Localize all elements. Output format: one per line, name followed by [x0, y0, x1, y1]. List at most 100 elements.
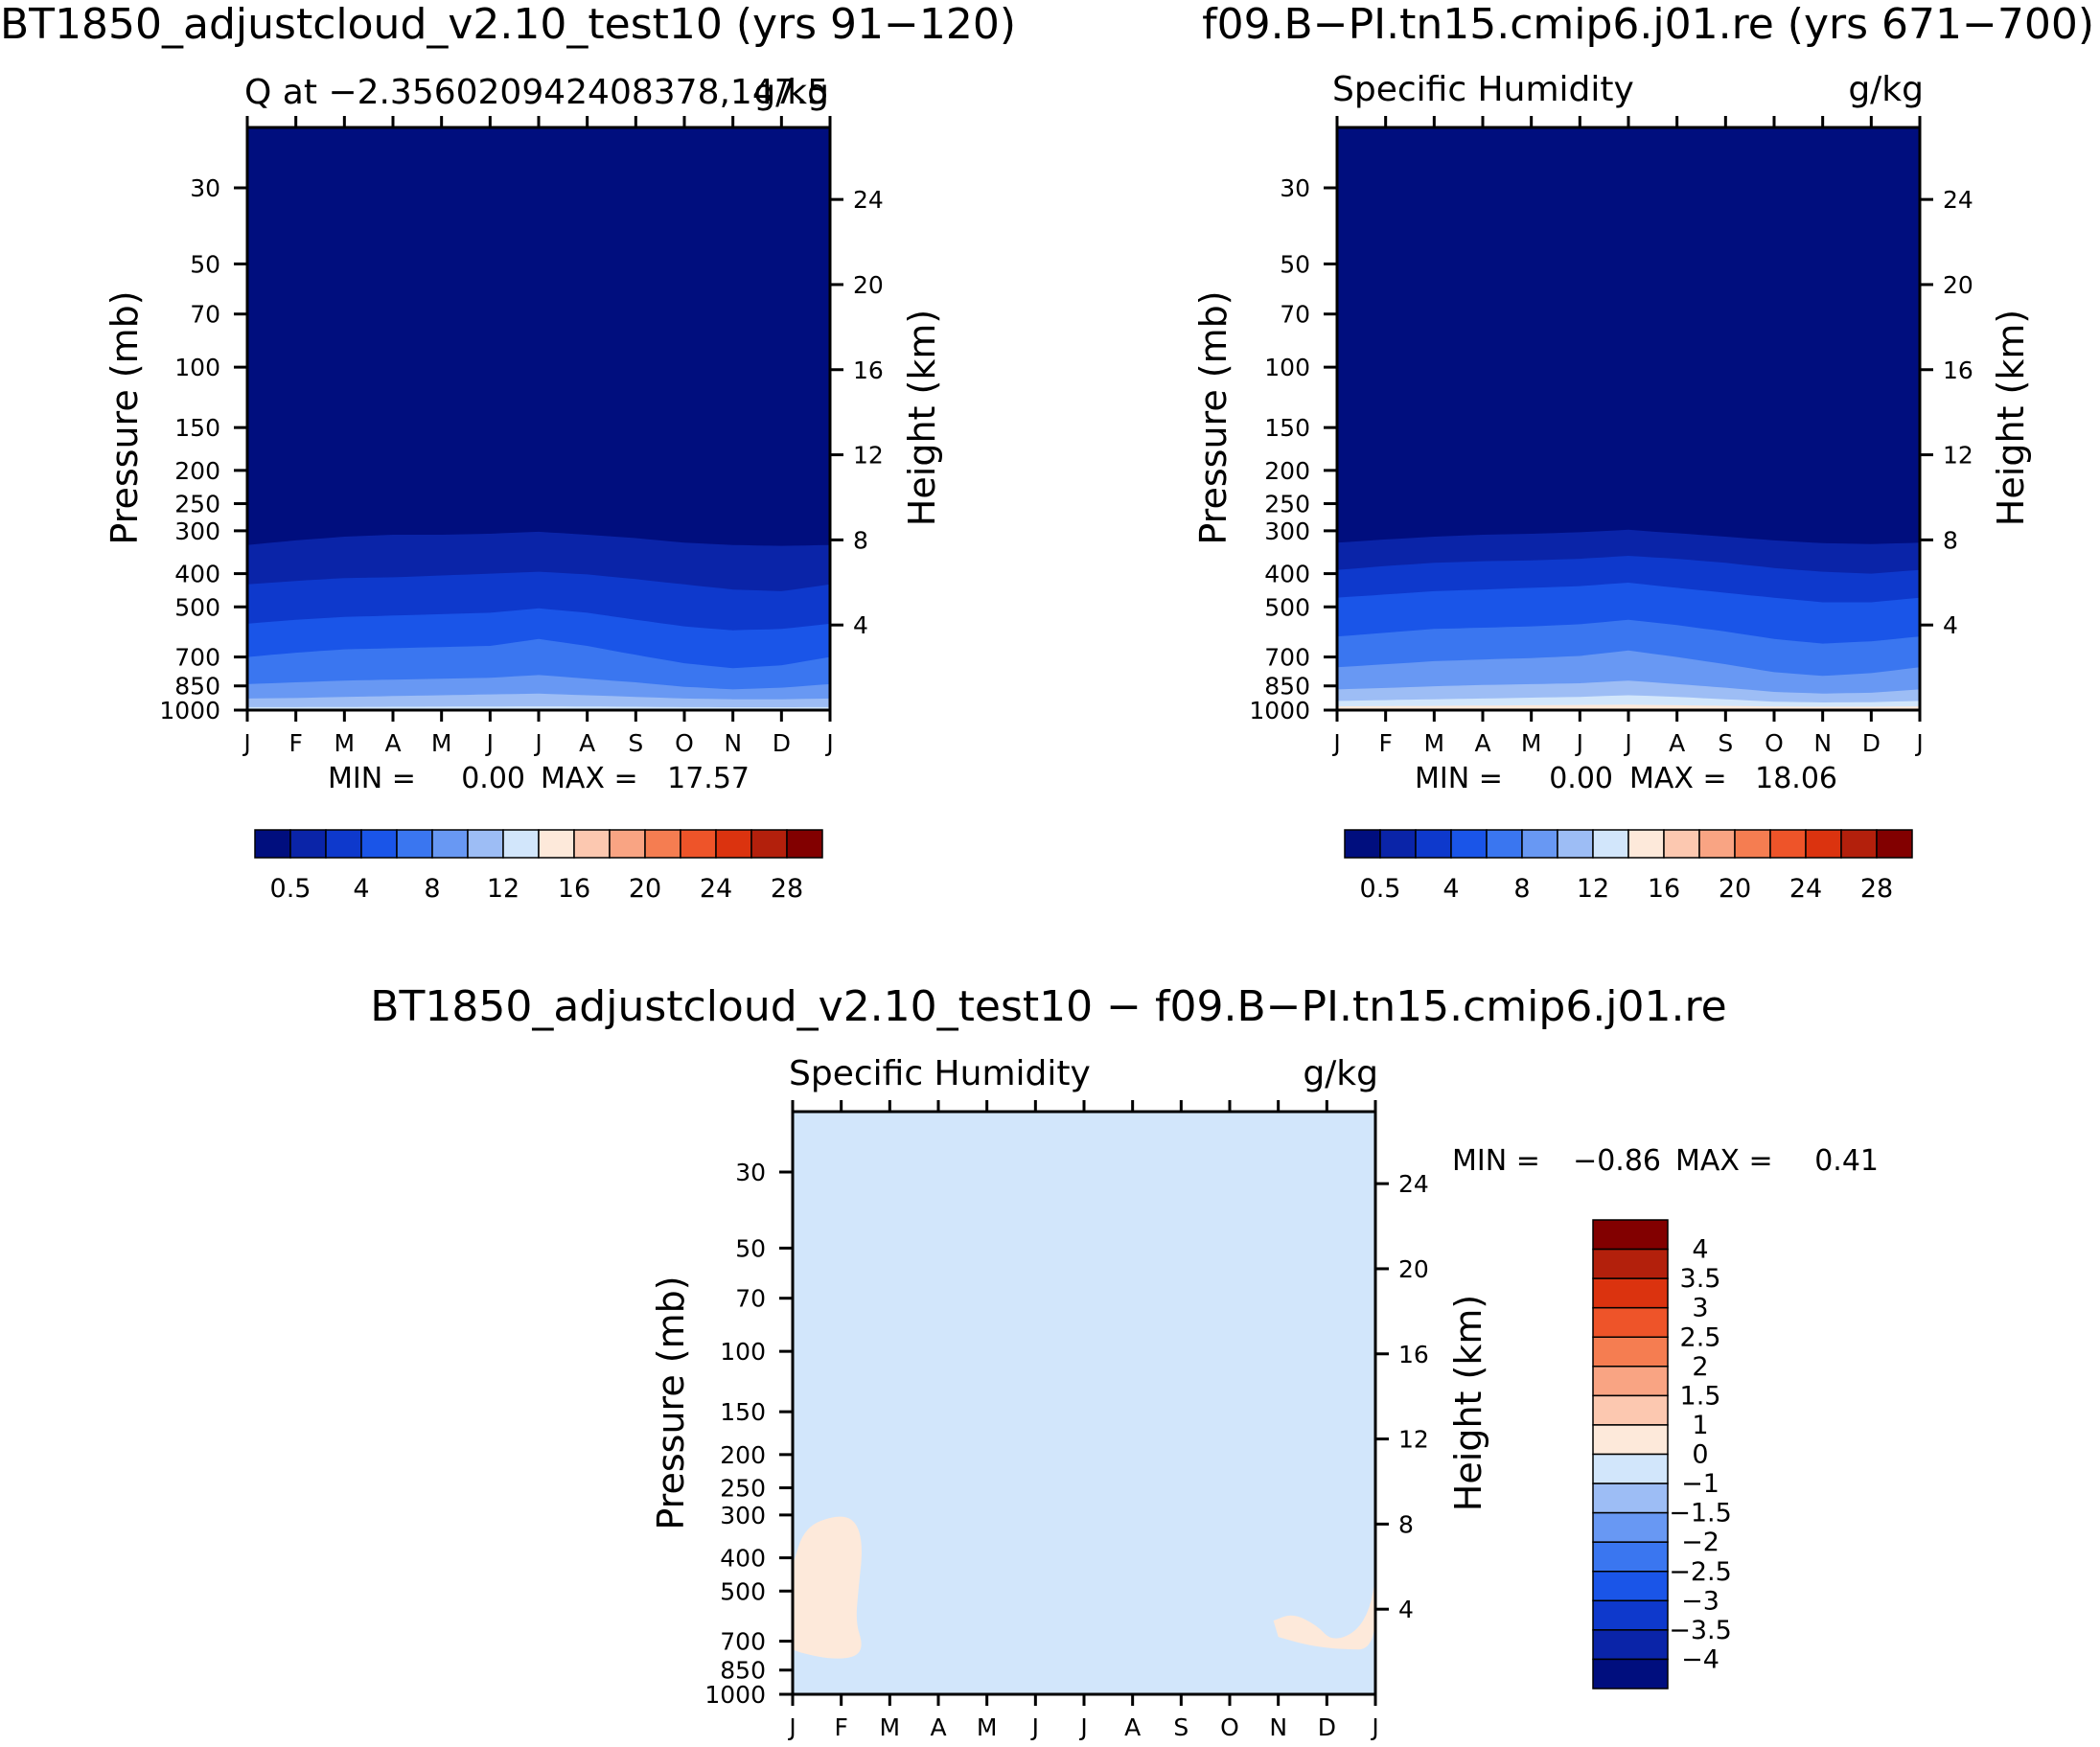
colorbar-label: −4 [1681, 1644, 1719, 1674]
colorbar-box [1486, 829, 1523, 859]
y-tick-label: 150 [720, 1398, 766, 1426]
panel-2: f09.B−PI.tn15.cmip6.j01.re (yrs 671−700)… [1192, 0, 2094, 904]
y-tick-label: 850 [1264, 673, 1310, 701]
colorbar-box [254, 829, 291, 859]
colorbar-label: 0 [1692, 1440, 1708, 1470]
panel-1-axes: J F M A M J J A S O N D J305070100150200250300400500… [159, 116, 884, 757]
panel-1-right-subtitle: g/kg [753, 73, 829, 112]
panel-3-y2label: Height (km) [1447, 1295, 1489, 1511]
y-tick-label: 150 [174, 414, 220, 442]
x-tick-label: J [1331, 729, 1340, 757]
x-tick-label: J [824, 729, 833, 757]
colorbar-label: 16 [1648, 874, 1680, 904]
y-tick-label: 70 [1280, 301, 1310, 329]
x-tick-label: M [880, 1713, 901, 1741]
y2-tick-label: 24 [1943, 186, 1973, 214]
x-tick-label: D [1318, 1713, 1336, 1741]
panel-3-right-subtitle: g/kg [1303, 1054, 1378, 1093]
y-tick-label: 300 [174, 517, 220, 545]
colorbar-label: 24 [700, 874, 732, 904]
y2-tick-label: 24 [1398, 1170, 1429, 1198]
panel-2-title: f09.B−PI.tn15.cmip6.j01.re (yrs 671−700) [1202, 0, 2094, 49]
y2-tick-label: 20 [1398, 1255, 1429, 1283]
x-tick-label: A [1669, 729, 1685, 757]
colorbar-box [467, 829, 504, 859]
x-tick-label: D [773, 729, 791, 757]
colorbar-box [1592, 1571, 1669, 1602]
colorbar-box [1769, 829, 1807, 859]
colorbar-label: 28 [1860, 874, 1893, 904]
x-tick-label: M [977, 1713, 998, 1741]
y-tick-label: 50 [1280, 250, 1310, 278]
x-tick-label: S [1718, 729, 1733, 757]
colorbar-box [1379, 829, 1417, 859]
panel-3: BT1850_adjustcloud_v2.10_test10 − f09.B−… [370, 982, 1879, 1741]
y-tick-label: 700 [720, 1628, 766, 1656]
colorbar-label: 16 [558, 874, 590, 904]
colorbar-box [1592, 829, 1629, 859]
panel-1-min-value: 0.00 [461, 762, 525, 795]
colorbar-box [680, 829, 717, 859]
y-tick-label: 250 [1264, 491, 1310, 518]
x-tick-label: J [1078, 1713, 1087, 1741]
x-tick-label: J [533, 729, 542, 757]
colorbar-label: −1.5 [1669, 1499, 1732, 1529]
y-tick-label: 400 [1264, 561, 1310, 588]
panel-2-ylabel: Pressure (mb) [1192, 290, 1235, 544]
x-tick-label: J [1030, 1713, 1039, 1741]
panel-1-colorbar: 0.5 4 8 12 16 20 24 28 [254, 829, 823, 904]
colorbar-label: 12 [1577, 874, 1609, 904]
y2-tick-label: 16 [853, 356, 884, 384]
x-tick-label: J [787, 1713, 796, 1741]
y2-tick-label: 20 [1943, 271, 1973, 299]
colorbar-label: 24 [1789, 874, 1822, 904]
colorbar-label: 20 [1719, 874, 1751, 904]
panel-3-min-value: −0.86 [1573, 1144, 1661, 1178]
panel-2-plot-area [1337, 127, 1920, 710]
colorbar-box [1627, 829, 1665, 859]
x-tick-label: F [834, 1713, 847, 1741]
panel-3-ylabel: Pressure (mb) [650, 1276, 692, 1529]
colorbar-label: −1 [1681, 1469, 1719, 1499]
x-tick-label: J [485, 729, 494, 757]
y-tick-label: 200 [720, 1441, 766, 1469]
panel-3-max-label: MAX = [1675, 1144, 1773, 1178]
y2-tick-label: 24 [853, 186, 884, 214]
y-tick-label: 100 [1264, 354, 1310, 381]
colorbar-box [573, 829, 611, 859]
y-tick-label: 700 [174, 644, 220, 672]
y-tick-label: 150 [1264, 414, 1310, 442]
y2-tick-label: 16 [1398, 1341, 1429, 1368]
colorbar-box [786, 829, 823, 859]
y2-tick-label: 8 [1398, 1510, 1414, 1538]
y-tick-label: 70 [735, 1285, 766, 1313]
colorbar-label: 20 [629, 874, 661, 904]
colorbar-box [289, 829, 327, 859]
panel-1-y2label: Height (km) [901, 310, 943, 526]
colorbar-label: −2 [1681, 1528, 1719, 1557]
y2-tick-label: 8 [1943, 526, 1958, 554]
x-tick-label: J [1914, 729, 1923, 757]
colorbar-box [502, 829, 540, 859]
y-tick-label: 200 [1264, 457, 1310, 485]
y-tick-label: 30 [190, 174, 220, 202]
y-tick-label: 500 [1264, 593, 1310, 621]
y-tick-label: 850 [720, 1657, 766, 1685]
colorbar-label: 12 [487, 874, 519, 904]
colorbar-box [715, 829, 752, 859]
x-tick-label: D [1862, 729, 1881, 757]
y-tick-label: 1000 [159, 697, 220, 724]
panel-2-min-value: 0.00 [1549, 762, 1613, 795]
x-tick-label: O [675, 729, 694, 757]
x-tick-label: N [1813, 729, 1832, 757]
panel-1-ylabel: Pressure (mb) [104, 290, 146, 544]
colorbar-box [1698, 829, 1736, 859]
panel-1-max-label: MAX = [541, 762, 638, 795]
colorbar-label: 8 [1513, 874, 1530, 904]
y-tick-label: 1000 [1249, 697, 1310, 724]
y-tick-label: 200 [174, 457, 220, 485]
panel-3-colorbar: 43.532.521.510−1−1.5−2−2.5−3−3.5−4 [1592, 1219, 1732, 1690]
colorbar-box [1592, 1394, 1669, 1426]
colorbar-label: 8 [424, 874, 440, 904]
